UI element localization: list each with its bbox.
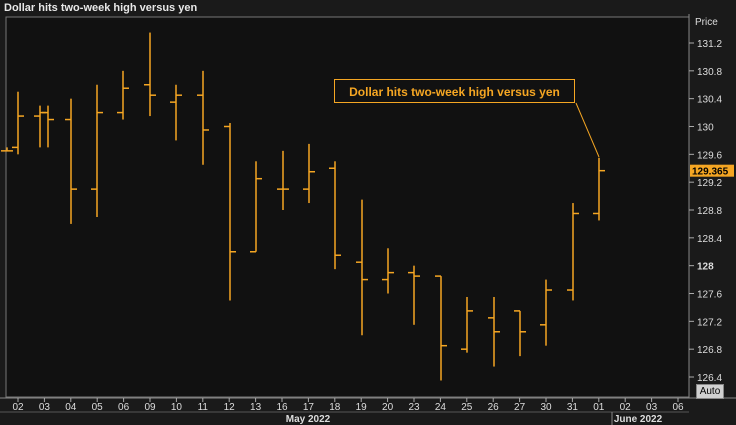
ohlc-bar (567, 203, 579, 301)
x-group-label: May 2022 (286, 414, 331, 425)
y-tick-label: 128 (697, 262, 714, 273)
x-tick-label: 30 (540, 402, 552, 413)
y-tick-label: 131.2 (697, 39, 722, 50)
x-tick-label: 06 (118, 402, 130, 413)
y-tick-label: 127.6 (697, 290, 722, 301)
annotation-callout: Dollar hits two-week high versus yen (334, 79, 575, 103)
x-tick-label: 17 (303, 402, 315, 413)
y-tick-label: 128.4 (697, 234, 722, 245)
x-tick-label: 26 (488, 402, 500, 413)
x-tick-label: 25 (461, 402, 473, 413)
x-tick-label: 03 (646, 402, 658, 413)
ohlc-bar (277, 150, 289, 210)
y-axis-label: Price (695, 17, 718, 28)
ohlc-bar (593, 157, 605, 221)
ohlc-bar (42, 105, 54, 148)
x-tick-label: 01 (593, 402, 605, 413)
x-tick-label: 16 (276, 402, 288, 413)
ohlc-bar (12, 91, 24, 155)
x-tick-label: 27 (514, 402, 526, 413)
x-tick-label: 24 (435, 402, 447, 413)
ohlc-bar (303, 143, 315, 204)
ohlc-bar (250, 161, 262, 253)
ohlc-bar (540, 279, 552, 346)
y-tick-label: 130.8 (697, 67, 722, 78)
x-tick-label: 18 (329, 402, 341, 413)
ohlc-bar (382, 248, 394, 294)
ohlc-bar (514, 310, 526, 357)
x-tick-label: 23 (408, 402, 420, 413)
ohlc-bar (144, 32, 156, 117)
x-tick-label: 20 (382, 402, 394, 413)
x-tick-label: 09 (144, 402, 156, 413)
y-tick-label: 126.4 (697, 373, 722, 384)
ohlc-bar (461, 296, 473, 353)
x-group-label: June 2022 (614, 414, 663, 425)
ohlc-bar (1, 147, 13, 152)
ohlc-bar (329, 161, 341, 270)
y-tick-label: 129.6 (697, 150, 722, 161)
ohlc-bar (356, 199, 368, 336)
y-tick-label: 130 (697, 123, 714, 134)
chart-title: Dollar hits two-week high versus yen (4, 2, 198, 14)
x-tick-label: 04 (65, 402, 77, 413)
x-tick-label: 13 (250, 402, 262, 413)
y-tick-label: 129.2 (697, 178, 722, 189)
x-tick-label: 06 (672, 402, 684, 413)
y-tick-label: 126.8 (697, 345, 722, 356)
x-tick-label: 11 (198, 402, 209, 413)
ohlc-bar (91, 84, 103, 217)
x-tick-label: 10 (171, 402, 183, 413)
ohlc-bar (117, 70, 129, 120)
y-tick-label: 130.4 (697, 95, 722, 106)
ohlc-bar (224, 123, 236, 301)
x-tick-label: 12 (224, 402, 236, 413)
x-tick-label: 19 (356, 402, 368, 413)
x-tick-label: 02 (12, 402, 24, 413)
ohlc-bar (197, 70, 209, 165)
last-price-label: 129.365 (692, 167, 729, 178)
x-tick-label: 03 (39, 402, 51, 413)
annotation-leader (575, 102, 600, 158)
y-tick-label: 128.8 (697, 206, 722, 217)
ohlc-bar (435, 275, 447, 381)
x-tick-label: 02 (620, 402, 632, 413)
ohlc-bar (65, 98, 77, 224)
last-price-tag (690, 164, 734, 177)
ohlc-bar (488, 296, 500, 367)
ohlc-bar (170, 84, 182, 141)
y-tick-label: 127.2 (697, 317, 722, 328)
x-tick-label: 05 (92, 402, 104, 413)
x-tick-label: 31 (567, 402, 579, 413)
auto-scale-button[interactable]: Auto (696, 384, 724, 399)
plot-area (5, 16, 690, 398)
ohlc-bar (408, 265, 420, 325)
